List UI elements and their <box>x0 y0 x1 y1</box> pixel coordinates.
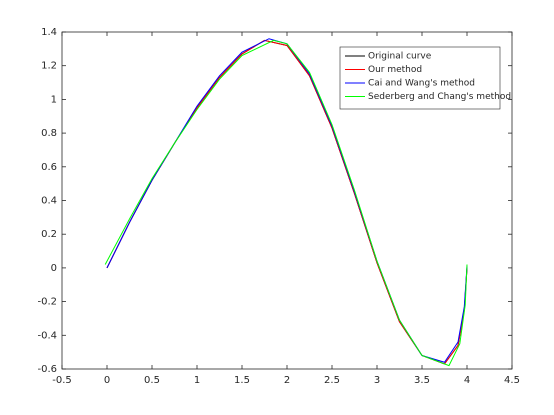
legend-label: Sederberg and Chang's method <box>368 92 511 102</box>
y-tick-label: -0.6 <box>37 364 57 375</box>
x-tick-label: 0 <box>104 375 110 386</box>
y-tick-label: 1.2 <box>41 61 57 72</box>
y-tick-label: -0.4 <box>37 330 57 341</box>
x-tick-label: 2.5 <box>324 375 340 386</box>
y-tick-label: 0 <box>51 263 57 274</box>
x-tick-label: 1.5 <box>234 375 250 386</box>
y-tick-label: 0.2 <box>41 229 57 240</box>
x-tick-label: 1 <box>194 375 200 386</box>
y-tick-label: 0.4 <box>41 196 57 207</box>
x-tick-label: 4.5 <box>504 375 520 386</box>
series-line <box>104 39 468 367</box>
y-tick-label: 0.6 <box>41 162 57 173</box>
x-tick-label: 2 <box>284 375 290 386</box>
legend-label: Cai and Wang's method <box>368 79 475 89</box>
x-tick-label: 0.5 <box>144 375 160 386</box>
y-tick-label: 1.4 <box>41 27 57 38</box>
legend-label: Original curve <box>368 52 432 62</box>
legend: Original curve Our method Cai and Wang's m… <box>339 46 511 110</box>
x-tick-label: 3.5 <box>414 375 430 386</box>
x-tick-label: 3 <box>374 375 380 386</box>
y-tick-label: 0.8 <box>41 128 57 139</box>
x-tick-label: 4 <box>464 375 470 386</box>
y-tick-label: -0.2 <box>37 297 57 308</box>
x-tick-label: -0.5 <box>52 375 72 386</box>
legend-label: Our method <box>368 65 422 75</box>
legend-box <box>339 46 501 110</box>
y-tick-label: 1 <box>51 94 57 105</box>
